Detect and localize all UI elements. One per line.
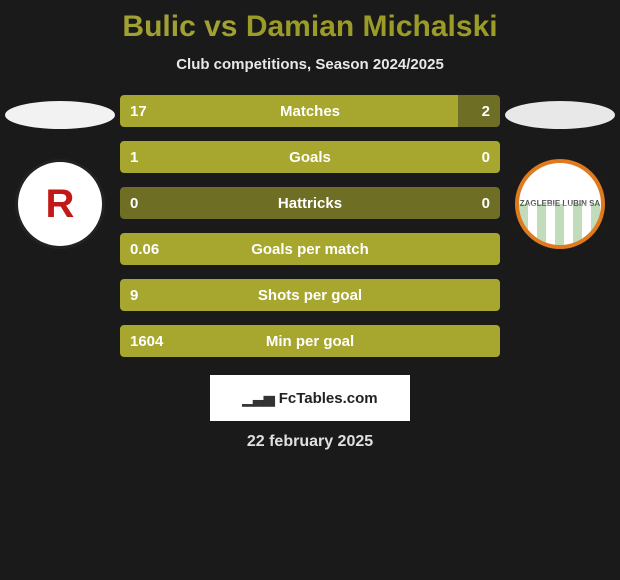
stat-value-right: 0 [482, 149, 490, 166]
date-label: 22 february 2025 [0, 433, 620, 451]
stat-label: Hattricks [120, 195, 500, 212]
right-ellipse [505, 101, 615, 129]
stat-label: Goals per match [120, 241, 500, 258]
right-side: ZAGLEBIE LUBIN SA [500, 95, 620, 249]
stat-label: Shots per goal [120, 287, 500, 304]
watermark-badge: ▁▃▅ FcTables.com [210, 375, 410, 421]
stat-row: 0Hattricks0 [120, 187, 500, 219]
chart-icon: ▁▃▅ [242, 390, 274, 407]
left-crest-letter: R [46, 182, 75, 227]
left-team-crest: R [15, 159, 105, 249]
stat-row: 1604Min per goal [120, 325, 500, 357]
left-ellipse [5, 101, 115, 129]
stat-row: 0.06Goals per match [120, 233, 500, 265]
main-content: R 17Matches21Goals00Hattricks00.06Goals … [0, 95, 620, 357]
stat-label: Matches [120, 103, 500, 120]
player2-name: Damian Michalski [246, 10, 498, 43]
stat-value-right: 0 [482, 195, 490, 212]
season-subtitle: Club competitions, Season 2024/2025 [0, 56, 620, 73]
comparison-title: Bulic vs Damian Michalski [0, 10, 620, 44]
left-side: R [0, 95, 120, 249]
stats-bars: 17Matches21Goals00Hattricks00.06Goals pe… [120, 95, 500, 357]
stat-row: 1Goals0 [120, 141, 500, 173]
watermark-text: FcTables.com [279, 390, 378, 407]
vs-label: vs [204, 10, 237, 43]
right-team-crest: ZAGLEBIE LUBIN SA [515, 159, 605, 249]
right-crest-text: ZAGLEBIE LUBIN SA [520, 200, 600, 209]
stat-label: Goals [120, 149, 500, 166]
stat-row: 9Shots per goal [120, 279, 500, 311]
comparison-card: Bulic vs Damian Michalski Club competiti… [0, 0, 620, 451]
stat-label: Min per goal [120, 333, 500, 350]
stat-value-right: 2 [482, 103, 490, 120]
player1-name: Bulic [122, 10, 195, 43]
stat-row: 17Matches2 [120, 95, 500, 127]
